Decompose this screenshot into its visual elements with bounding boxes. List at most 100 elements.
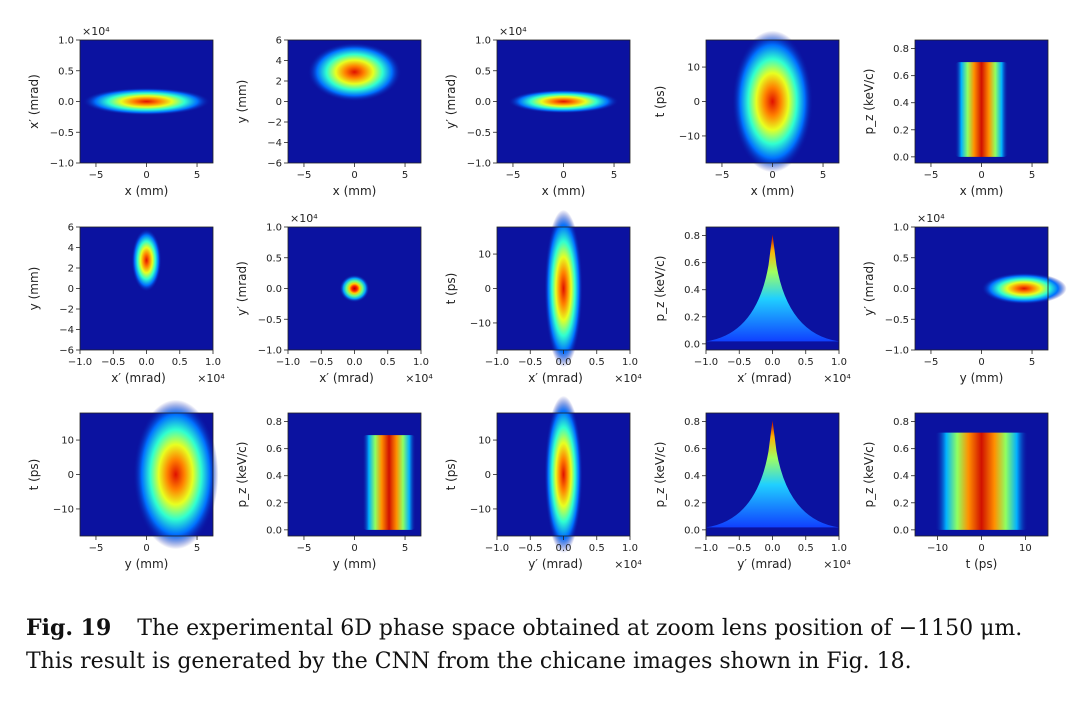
x-tick-label: 0 (769, 170, 775, 181)
y-tick-label: 0.0 (266, 284, 282, 295)
x-tick-label: 5 (402, 543, 408, 554)
x-tick-label: 0.0 (347, 357, 363, 368)
y-tick-label: −1.0 (258, 346, 282, 357)
x-tick-label: 0.5 (589, 357, 605, 368)
y-tick-label: −6 (59, 346, 74, 357)
x-tick-label: −1.0 (485, 543, 509, 554)
x-axis-label: x (mm) (333, 184, 377, 198)
y-tick-label: −0.5 (50, 128, 74, 139)
panel-xppz: −1.0 −0.5 0.0 0.5 1.0 0.8 0.6 0.4 0.2 0.0 x′ (mrad… (653, 226, 851, 385)
y-tick-label: −0.5 (467, 128, 491, 139)
x-axis-label: y (mm) (333, 557, 377, 571)
panel-xpy: −1.0 −0.5 0.0 0.5 1.0 6 4 2 0 −2 −4 −6 x′ (mrad) ×10⁴… (27, 223, 225, 386)
y-tick-label: 0 (485, 470, 491, 481)
y-axis-multiplier: ×10⁴ (82, 25, 110, 38)
y-tick-label: 0.8 (893, 44, 909, 55)
y-tick-label: −10 (470, 504, 491, 515)
x-tick-label: −5 (89, 543, 104, 554)
x-tick-label: 5 (1029, 170, 1035, 181)
y-tick-label: 0 (68, 470, 74, 481)
x-axis-multiplier: ×10⁴ (823, 372, 851, 385)
x-tick-label: −5 (297, 170, 312, 181)
panel-xpz: −5 0 5 0.8 0.6 0.4 0.2 0.0 x (mm) p_z (keV/c) (862, 39, 1049, 198)
beam-distribution (981, 272, 1067, 305)
y-tick-label: 0.0 (266, 525, 282, 536)
y-axis-label: p_z (keV/c) (235, 442, 249, 508)
y-tick-label: 0.2 (893, 498, 909, 509)
x-axis-multiplier: ×10⁴ (614, 372, 642, 385)
y-tick-label: 0.4 (893, 471, 909, 482)
x-axis-label: x (mm) (960, 184, 1004, 198)
y-tick-label: 0.6 (893, 444, 909, 455)
y-axis-label: y′ (mrad) (444, 74, 458, 129)
y-tick-label: −0.5 (885, 315, 909, 326)
y-tick-label: −10 (679, 131, 700, 142)
y-tick-label: 1.0 (475, 36, 491, 47)
y-tick-label: 0.8 (684, 417, 700, 428)
x-tick-label: 0 (978, 170, 984, 181)
x-tick-label: 5 (194, 170, 200, 181)
y-tick-label: 0 (694, 97, 700, 108)
x-tick-label: 1.0 (413, 357, 429, 368)
x-tick-label: 0.0 (765, 543, 781, 554)
y-tick-label: 0.8 (893, 417, 909, 428)
y-tick-label: −0.5 (258, 315, 282, 326)
x-tick-label: 0.5 (380, 357, 396, 368)
x-axis-multiplier: ×10⁴ (823, 558, 851, 571)
y-tick-label: −2 (267, 118, 282, 129)
x-tick-label: −0.5 (518, 357, 542, 368)
y-axis-multiplier: ×10⁴ (499, 25, 527, 38)
x-tick-label: 1.0 (831, 357, 847, 368)
x-tick-label: −10 (927, 543, 948, 554)
y-tick-label: 0.5 (58, 66, 74, 77)
x-tick-label: −5 (89, 170, 104, 181)
y-tick-label: −4 (267, 138, 282, 149)
y-tick-label: 0.0 (58, 97, 74, 108)
x-tick-label: 5 (1029, 357, 1035, 368)
panel-ypz: −5 0 5 0.8 0.6 0.4 0.2 0.0 y (mm) p_z (keV/c) (235, 412, 422, 571)
y-axis-label: y (mm) (235, 80, 249, 124)
beam-distribution (508, 89, 619, 114)
panel-xy: −5 0 5 6 4 2 0 −2 −4 −6 x (mm) y (mm) (235, 36, 422, 198)
x-tick-label: 0.5 (172, 357, 188, 368)
y-tick-label: 0.2 (684, 312, 700, 323)
x-tick-label: −1.0 (485, 357, 509, 368)
y-tick-label: 0.6 (266, 444, 282, 455)
y-tick-label: 10 (61, 436, 74, 447)
x-tick-label: 0 (560, 170, 566, 181)
y-tick-label: 0.4 (893, 98, 909, 109)
x-tick-label: 0 (351, 543, 357, 554)
y-axis-label: y′ (mrad) (235, 261, 249, 316)
y-tick-label: 0.0 (684, 339, 700, 350)
beam-distribution (362, 435, 416, 530)
x-axis-label: y (mm) (960, 371, 1004, 385)
y-tick-label: 0.0 (475, 97, 491, 108)
y-tick-label: 0.6 (893, 71, 909, 82)
panel-xpyp: −1.0 −0.5 0.0 0.5 1.0 1.0 0.5 0.0 −0.5 −1.0 x′ (mr… (235, 212, 433, 385)
y-tick-label: −6 (267, 159, 282, 170)
y-axis-multiplier: ×10⁴ (917, 212, 945, 225)
x-axis-label: x′ (mrad) (737, 371, 792, 385)
y-tick-label: 1.0 (58, 36, 74, 47)
x-tick-label: −1.0 (694, 357, 718, 368)
beam-distribution (706, 420, 839, 528)
x-tick-label: 0.0 (556, 357, 572, 368)
beam-distribution (732, 30, 813, 173)
y-axis-label: p_z (keV/c) (862, 69, 876, 135)
beam-distribution (544, 395, 583, 554)
y-tick-label: 0.5 (266, 253, 282, 264)
y-tick-label: 6 (276, 36, 282, 47)
y-tick-label: 0.5 (893, 253, 909, 264)
panel-yppz: −1.0 −0.5 0.0 0.5 1.0 0.8 0.6 0.4 0.2 0.0 y′ (mrad… (653, 412, 851, 571)
y-tick-label: 0.4 (684, 471, 700, 482)
y-axis-label: t (ps) (653, 86, 667, 118)
y-axis-label: x′ (mrad) (27, 74, 41, 129)
x-tick-label: −0.5 (518, 543, 542, 554)
y-tick-label: 0.2 (266, 498, 282, 509)
x-tick-label: −5 (297, 543, 312, 554)
y-axis-label: y′ (mrad) (862, 261, 876, 316)
x-axis-multiplier: ×10⁴ (614, 558, 642, 571)
x-tick-label: 0.0 (765, 357, 781, 368)
x-tick-label: 0 (351, 170, 357, 181)
caption-label: Fig. 19 (26, 615, 112, 641)
